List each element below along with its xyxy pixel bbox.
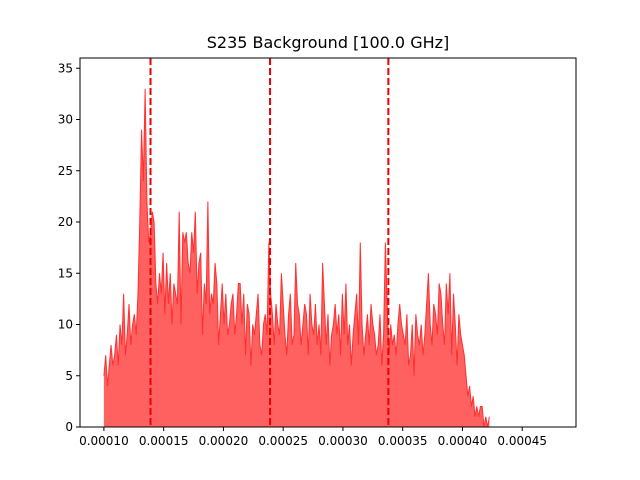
y-tick-label: 30 (58, 113, 73, 127)
x-tick-label: 0.00035 (378, 434, 428, 448)
y-tick-label: 25 (58, 164, 73, 178)
x-tick-label: 0.00010 (79, 434, 129, 448)
x-tick-label: 0.00030 (318, 434, 368, 448)
chart-title: S235 Background [100.0 GHz] (207, 33, 450, 52)
x-axis: 0.00010 0.00015 0.00020 0.00025 0.00030 0.000… (79, 427, 547, 448)
x-tick-label: 0.00025 (258, 434, 308, 448)
x-tick-label: 0.00045 (497, 434, 547, 448)
series-area (103, 88, 490, 427)
y-tick-label: 10 (58, 318, 73, 332)
plot-frame (79, 57, 577, 428)
plot-area (103, 88, 490, 428)
y-tick-label: 35 (58, 61, 73, 75)
reference-lines (149, 58, 390, 427)
y-axis: 0 5 10 15 20 25 30 35 (58, 61, 80, 434)
series-edge-line (103, 88, 490, 428)
y-tick-label: 20 (58, 215, 73, 229)
x-tick-label: 0.00020 (199, 434, 249, 448)
y-tick-label: 15 (58, 266, 73, 280)
y-tick-label: 5 (65, 369, 73, 383)
y-tick-label: 0 (65, 420, 73, 434)
x-tick-label: 0.00040 (438, 434, 488, 448)
x-tick-label: 0.00015 (139, 434, 189, 448)
